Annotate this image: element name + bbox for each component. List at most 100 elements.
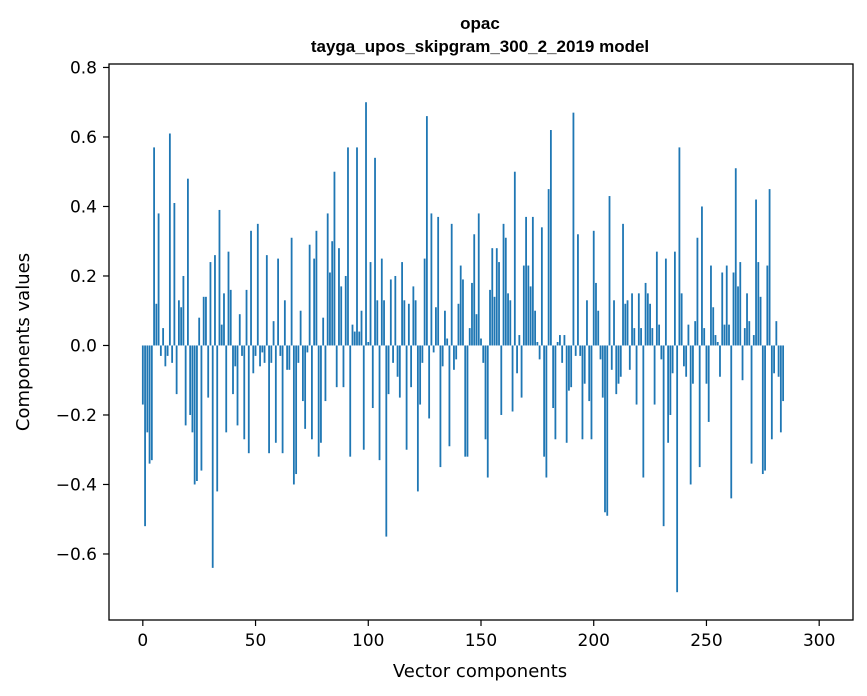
y-axis-label: Components values <box>13 253 34 431</box>
bar <box>238 314 241 346</box>
bar <box>274 345 277 443</box>
bar <box>707 345 710 422</box>
bar <box>671 345 674 374</box>
bar <box>568 345 570 391</box>
bar <box>211 345 214 568</box>
bar <box>547 189 550 346</box>
bar <box>728 324 730 346</box>
bar <box>333 171 336 346</box>
x-tick-label: 50 <box>245 631 267 651</box>
bar <box>631 293 633 346</box>
bar <box>324 345 327 402</box>
bar <box>595 282 597 346</box>
bar <box>716 342 719 346</box>
bar <box>241 345 243 356</box>
bar <box>365 102 367 346</box>
bar <box>162 328 165 346</box>
bar <box>743 328 746 346</box>
bar <box>277 258 279 346</box>
bar <box>347 147 349 346</box>
bar <box>491 248 494 346</box>
bar <box>658 324 661 346</box>
bar <box>536 342 539 346</box>
bar <box>362 345 365 450</box>
bar <box>166 345 169 356</box>
bar <box>644 282 647 346</box>
bar <box>193 345 196 485</box>
bar <box>261 345 264 353</box>
bar <box>673 251 676 346</box>
bar <box>155 303 158 346</box>
bar <box>538 345 541 360</box>
bar <box>588 345 591 402</box>
bar <box>263 345 266 363</box>
bar <box>223 293 225 346</box>
bar <box>655 251 658 346</box>
bar <box>522 265 525 346</box>
bar <box>385 345 388 537</box>
bar <box>342 345 345 388</box>
x-tick-label: 300 <box>803 631 835 651</box>
bar <box>554 345 557 440</box>
bar <box>725 265 728 346</box>
bar <box>759 296 762 346</box>
bar <box>450 223 453 346</box>
bar <box>144 345 146 527</box>
bar <box>710 265 712 346</box>
y-tick-label: 0.4 <box>70 197 97 217</box>
bar <box>651 328 654 346</box>
bar <box>227 251 230 346</box>
bar <box>696 237 699 346</box>
bar <box>374 157 376 346</box>
bar <box>518 335 521 346</box>
bar <box>437 216 440 346</box>
y-tick-label: −0.6 <box>56 545 97 565</box>
bar <box>441 345 444 367</box>
bar <box>268 345 270 454</box>
bar <box>322 317 325 346</box>
bar <box>529 286 532 346</box>
bar <box>520 345 523 398</box>
bar <box>660 345 663 360</box>
bar <box>622 223 624 346</box>
bar <box>624 303 627 346</box>
bar <box>752 335 755 346</box>
bar <box>272 321 275 346</box>
bar <box>768 189 771 346</box>
chart-title: opac <box>460 14 500 33</box>
bar <box>351 324 354 346</box>
bar <box>462 279 464 346</box>
bar <box>475 314 478 346</box>
bar <box>748 321 751 346</box>
bar <box>356 147 358 346</box>
bar <box>477 213 480 346</box>
bar <box>721 272 724 346</box>
bar <box>189 345 192 415</box>
bar <box>540 227 543 346</box>
bar <box>180 307 183 346</box>
bar <box>619 345 622 377</box>
bar <box>326 213 329 346</box>
bar <box>757 262 760 346</box>
bar <box>380 258 383 346</box>
bar <box>637 293 640 346</box>
bar <box>187 178 189 346</box>
bar <box>349 345 352 457</box>
bar <box>141 345 144 405</box>
bar <box>306 345 309 353</box>
x-axis-label: Vector components <box>393 661 567 682</box>
bar <box>153 147 155 346</box>
bar <box>543 345 546 457</box>
bar <box>773 345 775 374</box>
bar <box>676 345 679 593</box>
bar <box>626 300 629 346</box>
chart-subtitle: tayga_upos_skipgram_300_2_2019 model <box>311 37 649 56</box>
x-tick-label: 100 <box>352 631 384 651</box>
bar <box>340 286 343 346</box>
bar <box>703 328 706 346</box>
bar <box>214 255 216 346</box>
bar <box>513 171 516 346</box>
bar <box>698 345 701 468</box>
bar <box>613 300 615 346</box>
bar <box>256 223 259 346</box>
